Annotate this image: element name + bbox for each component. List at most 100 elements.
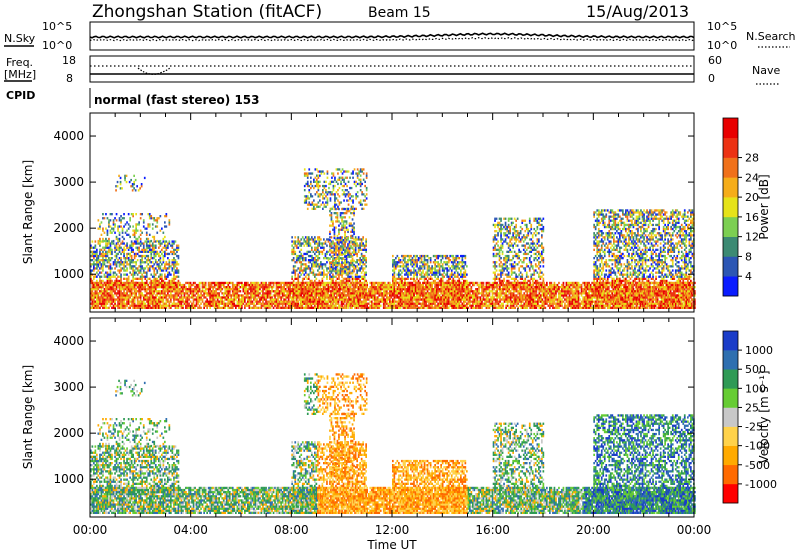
power-cell: [114, 300, 116, 303]
power-cell: [151, 302, 154, 305]
power-cell: [136, 248, 139, 251]
power-cell: [379, 298, 382, 301]
power-cell: [423, 306, 426, 309]
power-cell: [308, 300, 311, 303]
power-cell: [517, 300, 519, 303]
power-cell: [139, 288, 142, 291]
power-cell: [141, 281, 143, 285]
power-cell: [408, 302, 411, 305]
power-cell: [600, 294, 603, 297]
power-cell: [262, 302, 264, 305]
power-cell: [521, 300, 524, 303]
power-cell: [514, 294, 516, 297]
power-cell: [115, 279, 118, 283]
power-cell: [141, 292, 143, 295]
power-cell: [336, 302, 338, 305]
power-cell: [369, 290, 372, 293]
power-cell: [200, 302, 202, 305]
power-cell: [663, 302, 666, 305]
power-cell: [330, 290, 332, 293]
power-cell: [250, 302, 252, 305]
power-cell: [179, 302, 181, 305]
power-cell: [153, 267, 156, 270]
power-cell: [126, 246, 128, 249]
power-cell: [106, 261, 109, 264]
power-cell: [286, 290, 288, 293]
power-cell: [142, 300, 145, 303]
power-cell: [373, 302, 376, 305]
power-cell: [235, 306, 237, 309]
power-cell: [153, 281, 156, 285]
power-cell: [256, 306, 258, 309]
power-cell: [100, 275, 103, 278]
power-cell: [102, 298, 104, 301]
power-cell: [579, 304, 581, 307]
power-cell: [481, 298, 483, 301]
power-cell: [251, 283, 254, 287]
power-cell: [508, 283, 510, 287]
power-cell: [591, 296, 593, 299]
power-cell: [272, 294, 275, 297]
power-cell: [130, 250, 133, 253]
power-cell: [126, 261, 128, 264]
power-cell: [583, 292, 586, 295]
power-cell: [614, 298, 616, 301]
power-cell: [553, 298, 556, 301]
power-cell: [256, 290, 258, 293]
power-cell: [144, 267, 147, 270]
power-cell: [115, 265, 118, 268]
power-cell: [562, 283, 565, 287]
power-cell: [265, 294, 267, 297]
power-cell: [606, 288, 609, 291]
power-cell: [686, 286, 689, 289]
power-cell: [182, 306, 184, 309]
power-cell: [567, 300, 569, 303]
power-cell: [256, 281, 258, 285]
power-cell: [242, 300, 245, 303]
power-cell: [100, 304, 103, 307]
power-cell: [126, 277, 128, 280]
power-cell: [657, 290, 660, 293]
power-cell: [553, 302, 556, 305]
power-cell: [106, 279, 109, 283]
power-cell: [373, 286, 376, 289]
power-cell: [429, 304, 432, 307]
power-cell: [431, 286, 433, 289]
power-cell: [148, 244, 151, 247]
power-cell: [691, 281, 693, 285]
power-cell: [109, 277, 112, 280]
power-cell: [382, 306, 385, 309]
power-cell: [351, 306, 353, 309]
power-cell: [185, 298, 187, 301]
power-cell: [103, 254, 106, 258]
power-cell: [123, 265, 125, 268]
power-cell: [552, 300, 554, 303]
power-cell: [514, 302, 516, 305]
power-cell: [644, 281, 646, 285]
power-cell: [231, 294, 234, 297]
power-cell: [248, 286, 251, 289]
power-cell: [461, 281, 464, 285]
power-cell: [475, 296, 477, 299]
power-cell: [123, 242, 125, 245]
power-cell: [283, 298, 285, 301]
power-cell: [378, 300, 381, 303]
power-cell: [185, 306, 187, 309]
power-cell: [147, 277, 150, 280]
power-cell: [553, 306, 556, 309]
power-cell: [272, 306, 275, 309]
power-cell: [657, 281, 660, 285]
power-cell: [222, 292, 225, 295]
power-cell: [253, 281, 255, 285]
power-cell: [136, 242, 139, 245]
power-cell: [556, 304, 559, 307]
power-cell: [547, 298, 550, 301]
power-cell: [153, 298, 156, 301]
power-cell: [284, 306, 287, 309]
power-cell: [209, 290, 211, 293]
power-cell: [100, 265, 103, 268]
power-cell: [121, 240, 124, 243]
power-cell: [141, 294, 143, 297]
power-cell: [90, 281, 92, 285]
power-cell: [153, 283, 156, 287]
